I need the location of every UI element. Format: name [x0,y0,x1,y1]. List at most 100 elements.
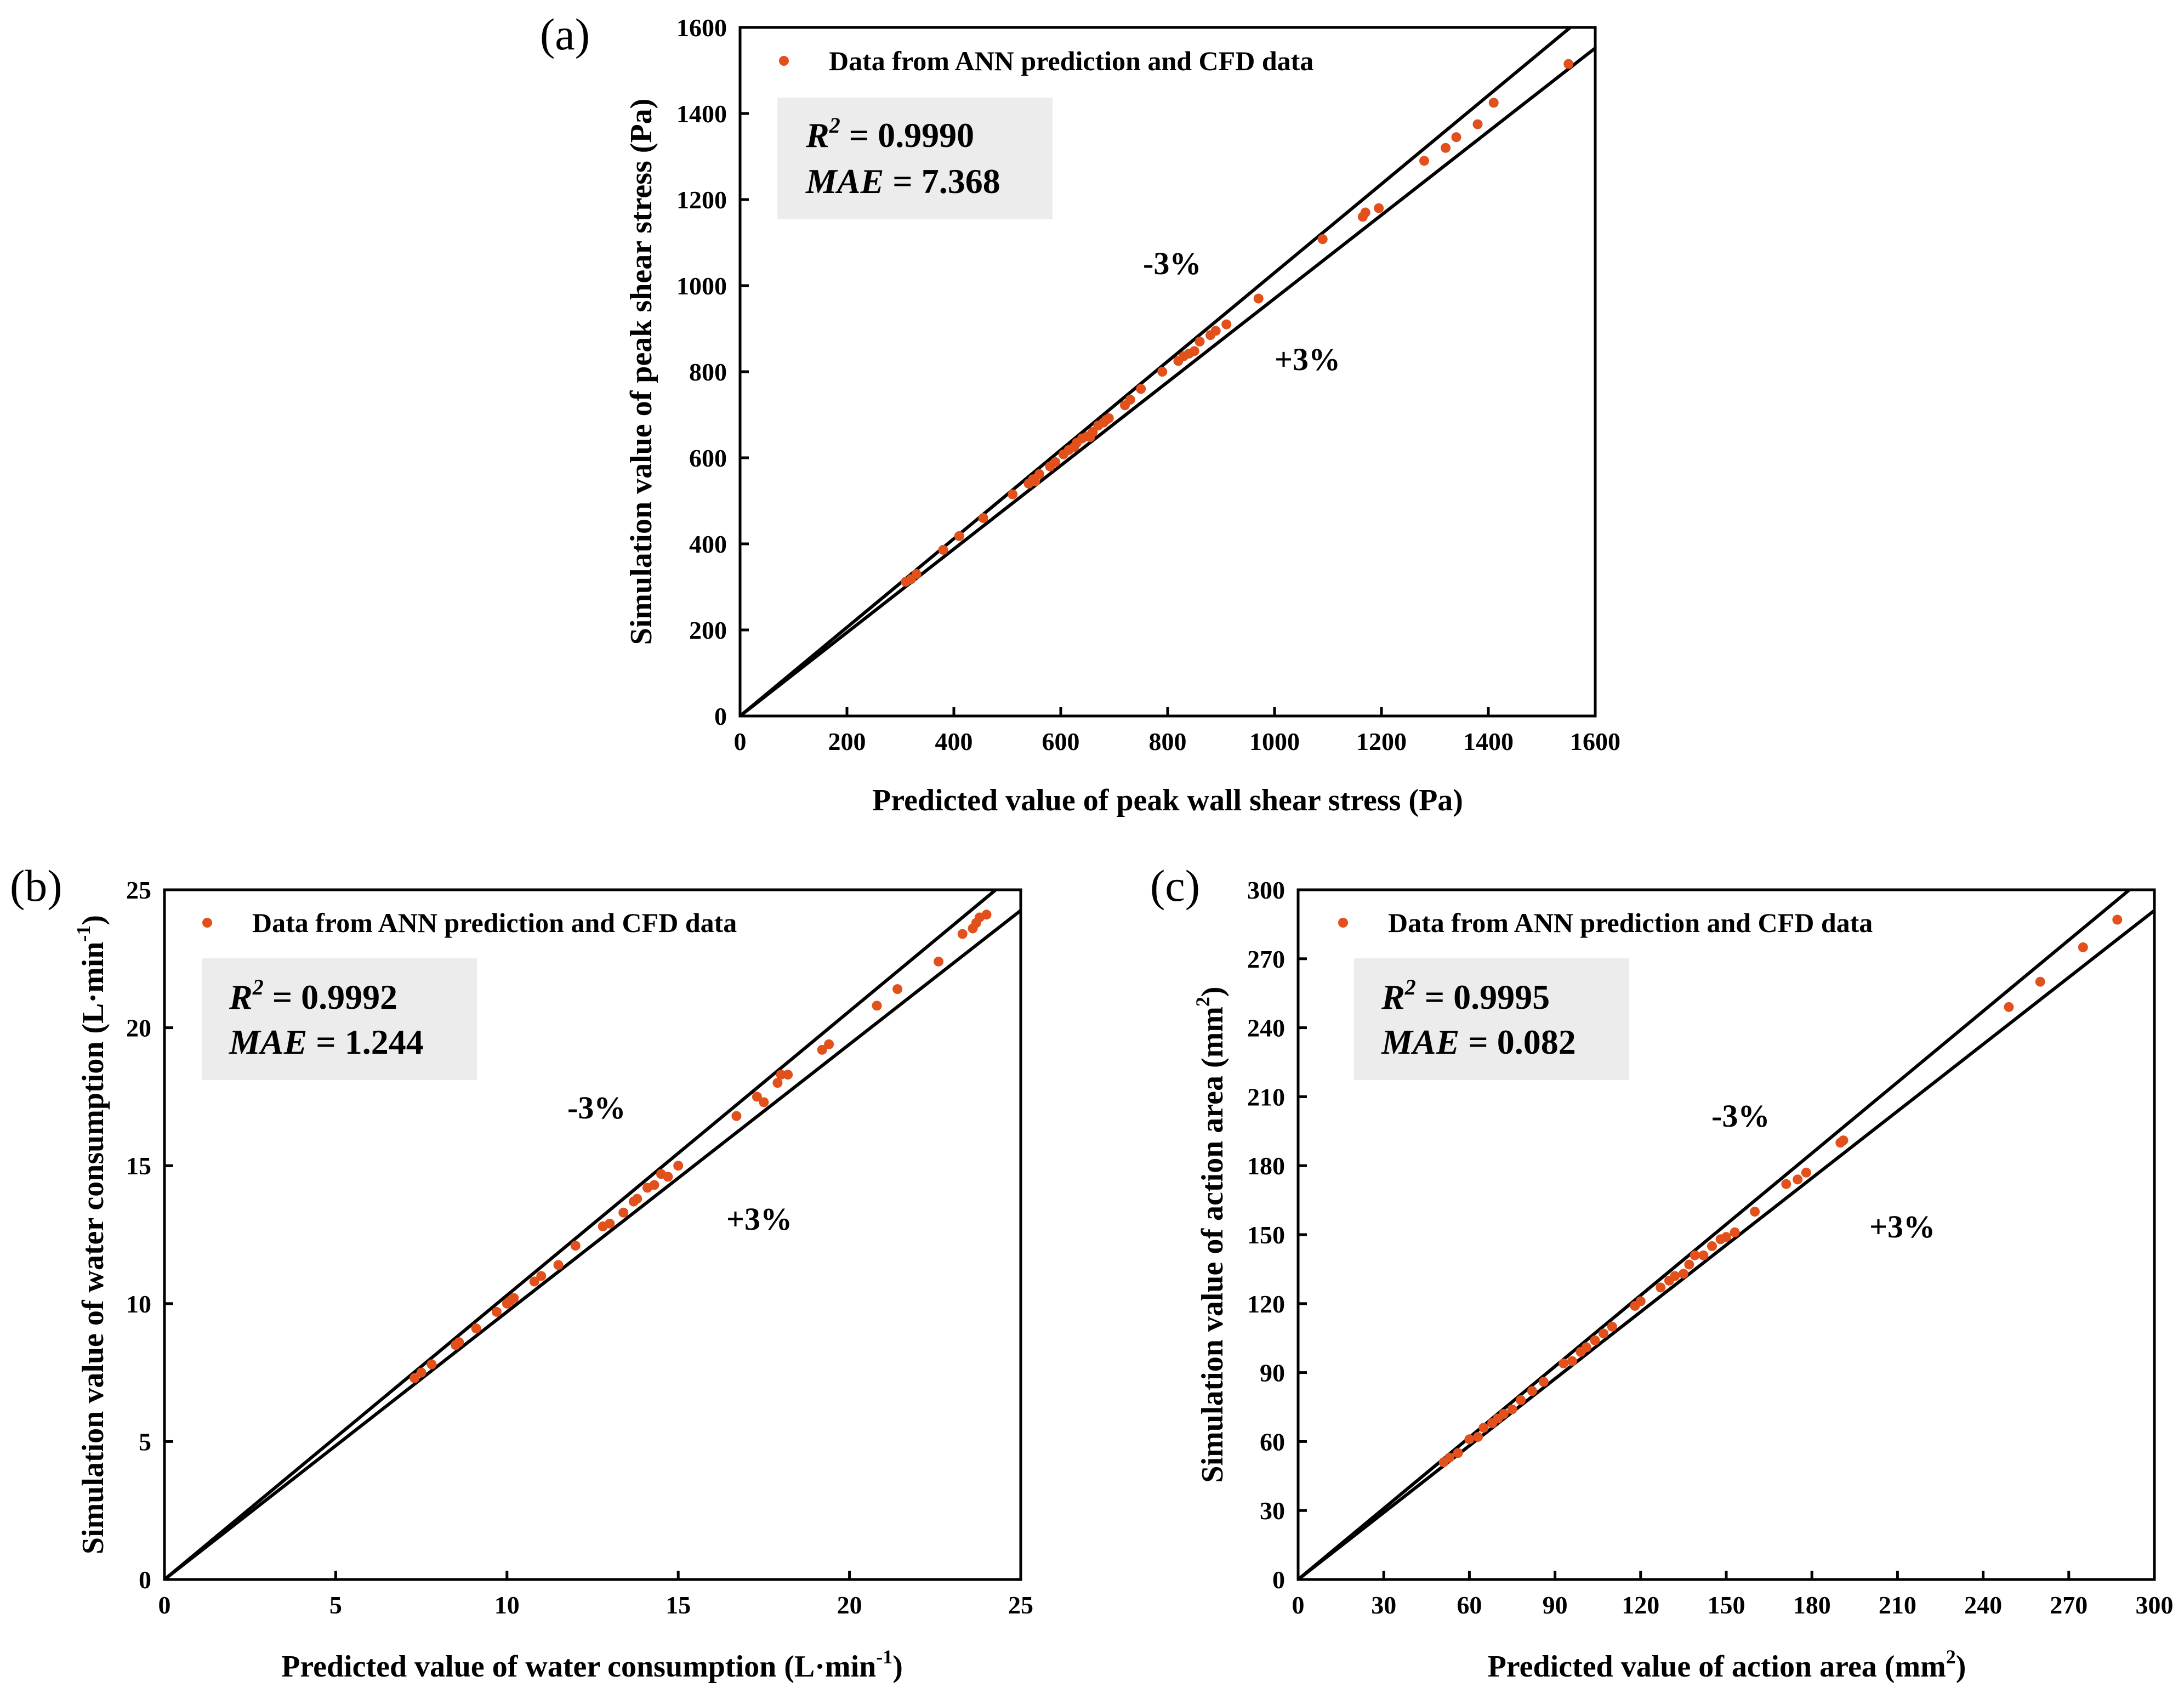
data-point-a-35 [1210,326,1221,336]
data-point-b-12 [553,1260,564,1270]
x-tick-label-b-4: 20 [837,1591,862,1619]
y-tick-label-c-6: 180 [1247,1152,1285,1180]
x-tick-label-a-1: 200 [828,728,866,755]
plot-frame-b [163,888,1022,1581]
data-point-c-29 [1707,1241,1717,1251]
data-point-a-43 [1441,143,1451,153]
y-tick-label-a-1: 200 [689,616,727,644]
x-tick-label-c-8: 240 [1964,1591,2002,1619]
data-point-a-3 [938,544,948,555]
data-point-c-12 [1538,1377,1549,1387]
y-tick-label-a-7: 1400 [676,100,727,128]
data-point-b-34 [934,956,944,967]
x-tick-label-a-7: 1400 [1463,728,1514,755]
data-point-a-28 [1157,367,1168,377]
stats-box-c: R2 = 0.9995 MAE = 0.082 [1354,958,1629,1080]
legend-label-b: Data from ANN prediction and CFD data [252,907,737,938]
x-tick-label-c-3: 90 [1543,1591,1568,1619]
legend-label-a: Data from ANN prediction and CFD data [829,46,1313,76]
data-point-b-13 [570,1241,581,1251]
stats-box-a: R2 = 0.9990 MAE = 7.368 [777,98,1053,219]
y-tick-label-a-2: 400 [689,530,727,558]
data-point-b-30 [817,1044,827,1055]
legend-c: Data from ANN prediction and CFD data [1338,907,1873,938]
data-point-c-11 [1527,1386,1537,1396]
data-point-c-22 [1656,1282,1666,1293]
data-point-c-24 [1670,1271,1680,1281]
y-axis-ticks-a: 0 200 400 600 800 1000 1200 1400 1600 [676,14,749,730]
data-point-a-36 [1221,319,1232,329]
band-label-minus-a: -3% [1143,246,1201,281]
band-line-lower-b [164,909,1021,1579]
data-point-b-5 [471,1323,481,1334]
data-point-a-2 [911,569,922,579]
data-point-b-32 [872,1001,882,1011]
data-point-a-33 [1195,337,1205,347]
data-point-c-2 [1453,1448,1463,1458]
stats-r2-a: R2 = 0.9990 [805,113,974,155]
y-tick-label-b-0: 0 [139,1566,151,1594]
data-point-b-33 [892,984,903,995]
y-tick-label-a-0: 0 [714,702,727,730]
x-tick-label-b-0: 0 [158,1591,171,1619]
x-axis-ticks-c: 0 30 60 90 120 150 180 210 240 270 300 [1292,1571,2174,1619]
stats-background-b [202,958,477,1080]
stats-r2-b: R2 = 0.9992 [229,975,397,1016]
y-tick-label-c-8: 240 [1247,1014,1285,1042]
data-point-a-47 [1563,59,1574,69]
y-tick-label-b-1: 5 [139,1428,151,1456]
panel-a: (a) 0 200 400 600 800 1000 1200 1400 1600 0 200 40… [540,9,1620,817]
x-tick-label-a-5: 1000 [1249,728,1300,755]
x-tick-label-b-2: 10 [494,1591,520,1619]
data-point-b-24 [731,1111,742,1121]
data-point-b-1 [416,1367,426,1378]
data-point-c-33 [1750,1207,1760,1217]
data-point-c-17 [1590,1335,1600,1345]
data-point-a-45 [1472,119,1483,129]
data-point-c-9 [1507,1404,1517,1414]
data-point-b-28 [776,1070,786,1080]
band-line-lower-a [740,47,1595,716]
x-axis-ticks-a: 0 200 400 600 800 1000 1200 1400 1600 [734,707,1620,755]
data-point-a-42 [1419,156,1429,166]
data-point-a-37 [1253,293,1264,304]
legend-marker-a [779,56,789,66]
x-tick-label-c-7: 210 [1879,1591,1916,1619]
data-point-c-35 [1793,1174,1803,1185]
data-point-c-42 [2112,914,2123,925]
x-axis-title-a: Predicted value of peak wall shear stres… [872,783,1463,817]
data-point-b-18 [632,1194,642,1204]
data-point-a-26 [1125,395,1135,405]
legend-a: Data from ANN prediction and CFD data [779,46,1313,76]
band-lines-a [740,27,1595,716]
y-axis-ticks-c: 0 30 60 90 120 150 180 210 240 270 300 [1247,876,1307,1594]
stats-mae-b: MAE = 1.244 [229,1022,424,1061]
data-point-b-11 [536,1271,547,1281]
stats-background-a [777,98,1053,219]
panel-label-b: (b) [10,861,62,911]
data-points-c [1438,914,2123,1468]
y-tick-label-a-4: 800 [689,358,727,386]
data-point-b-22 [663,1172,673,1182]
data-point-b-9 [509,1293,519,1303]
band-lines-b [164,890,1021,1579]
legend-b: Data from ANN prediction and CFD data [202,907,737,938]
data-point-a-6 [1008,489,1018,499]
data-point-b-26 [759,1097,769,1107]
x-tick-label-a-2: 400 [935,728,973,755]
data-point-c-38 [1838,1135,1849,1146]
band-label-minus-c: -3% [1711,1098,1770,1134]
data-point-c-5 [1478,1423,1489,1433]
band-line-upper-a [740,27,1573,716]
y-tick-label-c-9: 270 [1247,945,1285,973]
data-point-b-6 [492,1306,502,1317]
x-tick-label-c-10: 300 [2136,1591,2174,1619]
data-point-b-15 [605,1218,615,1229]
x-tick-label-a-4: 800 [1149,728,1187,755]
y-axis-ticks-b: 0 5 10 15 20 25 [126,876,173,1594]
legend-marker-b [202,918,212,928]
y-tick-label-b-5: 25 [126,876,151,904]
x-axis-ticks-b: 0 5 10 15 20 25 [158,1571,1033,1619]
data-point-b-27 [772,1078,783,1088]
data-point-c-28 [1698,1250,1709,1260]
